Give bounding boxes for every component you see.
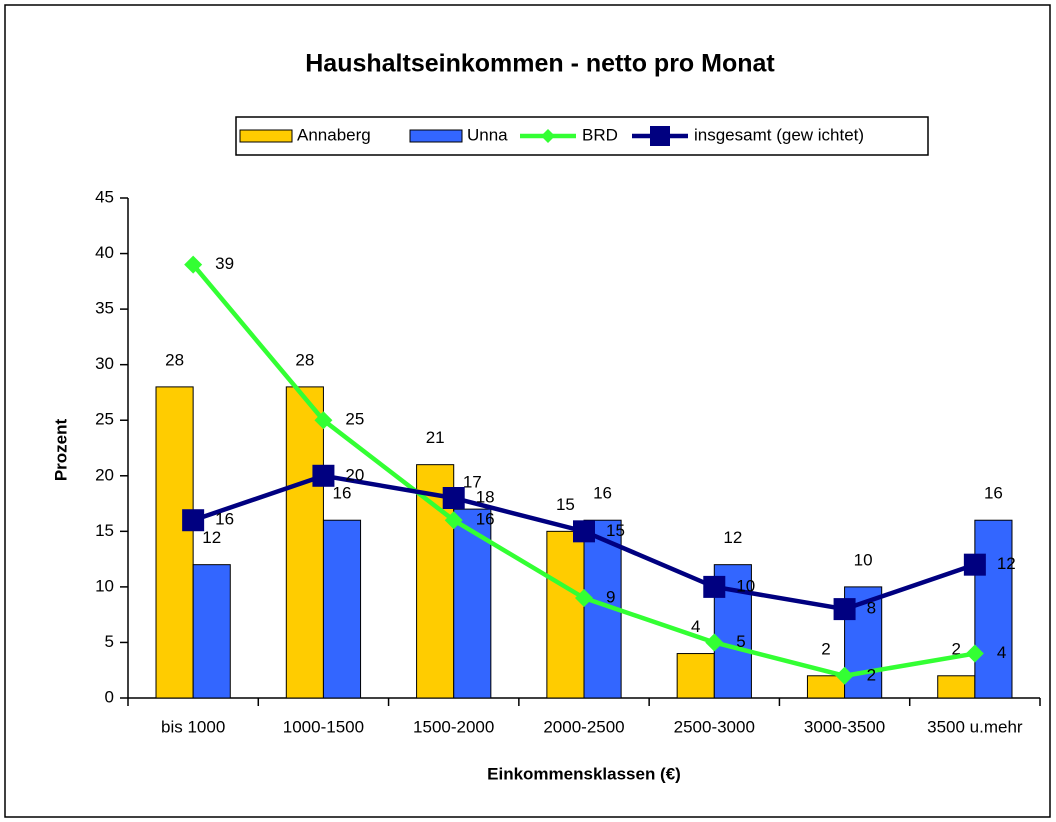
bar — [937, 675, 976, 699]
bar-value-label: 2 — [952, 639, 961, 658]
y-tick-label: 0 — [105, 687, 114, 706]
line-value-label: 8 — [867, 599, 876, 618]
bar-value-label: 4 — [691, 617, 700, 636]
line-value-label: 25 — [345, 410, 364, 429]
line-value-label: 16 — [476, 510, 495, 529]
bar-value-label: 16 — [984, 484, 1003, 503]
line-value-label: 18 — [476, 487, 495, 506]
marker — [963, 553, 986, 576]
bar-value-label: 28 — [165, 350, 184, 369]
bar — [192, 564, 231, 699]
legend-swatch — [409, 129, 463, 143]
x-axis-title: Einkommensklassen (€) — [487, 764, 681, 783]
marker — [833, 598, 856, 621]
bar-value-label: 12 — [723, 528, 742, 547]
y-tick-label: 10 — [95, 576, 114, 595]
legend-label: Unna — [467, 125, 508, 144]
bar — [974, 519, 1013, 699]
bar-value-label: 12 — [202, 528, 221, 547]
legend-swatch — [239, 129, 293, 143]
marker — [575, 589, 593, 607]
legend-label: BRD — [582, 125, 618, 144]
marker — [703, 575, 726, 598]
y-tick-label: 35 — [95, 299, 114, 318]
bar-value-label: 15 — [556, 495, 575, 514]
marker — [705, 633, 724, 652]
x-tick-label: 2000-2500 — [543, 717, 624, 736]
line-value-label: 10 — [736, 576, 755, 595]
line-value-label: 12 — [997, 554, 1016, 573]
legend-box — [235, 116, 929, 156]
line-value-label: 20 — [345, 465, 364, 484]
bar — [546, 530, 585, 699]
marker — [442, 487, 465, 509]
legend-label: Annaberg — [297, 125, 371, 144]
legend-marker — [650, 126, 670, 146]
bar-value-label: 2 — [821, 639, 830, 658]
y-axis-title: Prozent — [51, 418, 70, 481]
x-tick-label: 3000-3500 — [804, 717, 885, 736]
x-tick-label: 1500-2000 — [413, 717, 494, 736]
x-tick-label: 3500 u.mehr — [927, 717, 1023, 736]
line-value-label: 39 — [215, 254, 234, 273]
marker — [965, 644, 984, 663]
line-value-label: 5 — [736, 632, 745, 651]
y-tick-label: 40 — [95, 243, 114, 262]
line-value-label: 16 — [215, 510, 234, 529]
x-tick-label: 1000-1500 — [283, 717, 364, 736]
y-tick-label: 5 — [105, 632, 114, 651]
bar-value-label: 17 — [463, 473, 482, 492]
bar-value-label: 28 — [295, 350, 314, 369]
line-value-label: 2 — [867, 665, 876, 684]
legend-label: insgesamt (gew ichtet) — [694, 125, 864, 144]
y-tick-label: 45 — [95, 187, 114, 206]
chart-title: Haushaltseinkommen - netto pro Monat — [305, 50, 775, 78]
bar-value-label: 21 — [426, 428, 445, 447]
line-value-label: 9 — [606, 587, 615, 606]
marker — [314, 411, 333, 430]
marker — [444, 511, 463, 530]
legend-marker — [541, 129, 555, 143]
bar — [322, 519, 362, 699]
y-tick-label: 15 — [95, 521, 114, 540]
bar — [285, 386, 324, 699]
bar — [676, 653, 715, 699]
marker — [573, 520, 595, 543]
bar — [155, 386, 194, 699]
x-tick-label: 2500-3000 — [674, 717, 755, 736]
y-tick-label: 30 — [95, 354, 114, 373]
bar-value-label: 10 — [854, 550, 873, 569]
line-value-label: 4 — [997, 643, 1006, 662]
line-value-label: 15 — [606, 521, 625, 540]
x-tick-label: bis 1000 — [161, 717, 225, 736]
bar-value-label: 16 — [333, 484, 352, 503]
bar-value-label: 16 — [593, 484, 612, 503]
marker — [182, 509, 205, 532]
marker — [312, 464, 335, 487]
y-tick-label: 25 — [95, 410, 114, 429]
y-tick-label: 20 — [95, 465, 114, 484]
marker — [835, 666, 854, 685]
marker — [184, 255, 203, 274]
